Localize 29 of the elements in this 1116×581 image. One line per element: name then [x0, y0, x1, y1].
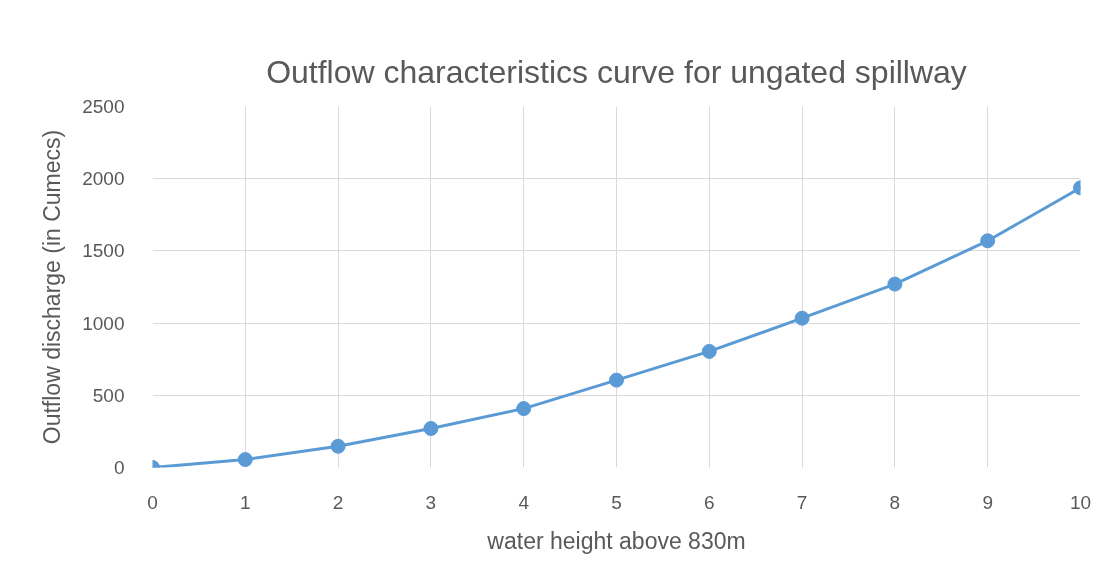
- point: [701, 343, 717, 359]
- point: [980, 233, 996, 249]
- x-tick-label: 9: [982, 491, 993, 513]
- y-tick-label: 1000: [82, 312, 125, 334]
- x-tick-label: 1: [240, 491, 251, 513]
- y-tick-label: 0: [113, 457, 125, 478]
- point: [794, 310, 810, 326]
- x-tick-label: 8: [889, 491, 901, 513]
- point: [516, 401, 532, 417]
- x-tick-label: 7: [796, 491, 808, 513]
- x-axis-title: water height above 830m: [486, 527, 746, 554]
- point: [330, 438, 346, 454]
- x-tick-label: 0: [147, 491, 158, 513]
- y-tick-label: 1500: [82, 240, 125, 262]
- point: [887, 276, 903, 292]
- x-tick-label: 5: [611, 491, 622, 513]
- y-tick-label: 2000: [82, 168, 125, 190]
- x-tick-label: 2: [332, 491, 344, 513]
- point: [609, 372, 624, 388]
- y-tick-label: 2500: [82, 96, 125, 117]
- y-tick-label: 500: [92, 384, 125, 406]
- x-tick-label: 6: [704, 491, 715, 513]
- x-tick-label: 3: [425, 491, 437, 513]
- point: [237, 452, 253, 468]
- x-tick-label: 10: [1069, 491, 1092, 513]
- y-axis-title: Outflow discharge (in Cumecs): [39, 129, 66, 445]
- point: [423, 421, 439, 436]
- chart-title: Outflow characteristics curve for ungated spillway: [266, 53, 967, 90]
- x-tick-label: 4: [518, 491, 530, 513]
